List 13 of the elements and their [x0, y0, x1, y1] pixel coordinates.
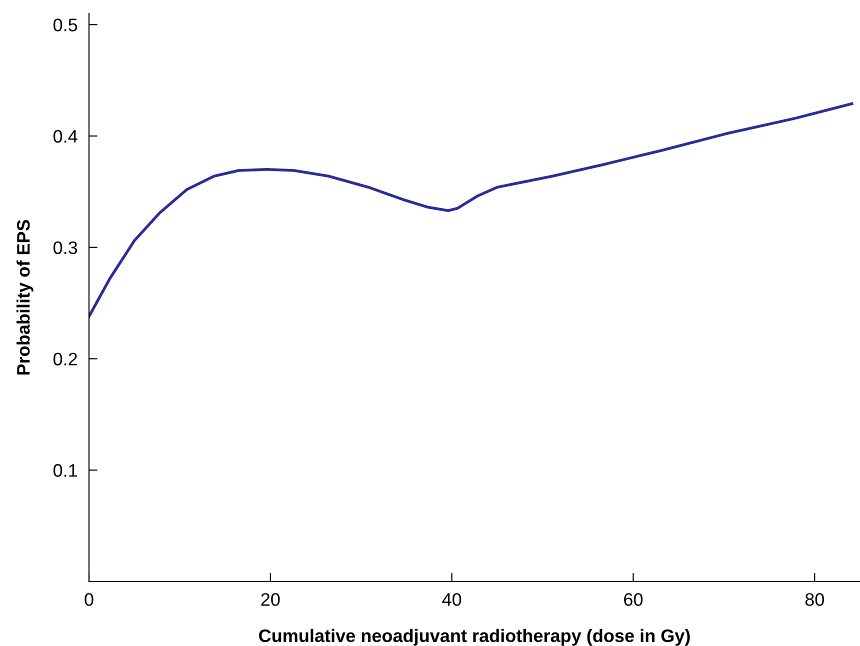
x-tick-label: 20	[261, 593, 280, 606]
y-tick-label: 0.3	[53, 241, 78, 254]
y-tick-label: 0.2	[53, 352, 77, 366]
x-tick-label: 60	[624, 593, 643, 606]
x-axis-title: Cumulative neoadjuvant radiotherapy (dose in Gy)	[259, 628, 690, 646]
y-tick-label: 0.4	[53, 130, 78, 143]
x-tick-label: 40	[442, 593, 462, 606]
x-tick-label: 80	[805, 593, 824, 606]
y-tick-label: 0.5	[53, 18, 78, 32]
y-axis-title: Probability of EPS	[16, 220, 34, 375]
x-tick-label: 0	[84, 593, 94, 606]
y-tick-label: 0.1	[53, 464, 78, 477]
line-series	[89, 102, 854, 318]
